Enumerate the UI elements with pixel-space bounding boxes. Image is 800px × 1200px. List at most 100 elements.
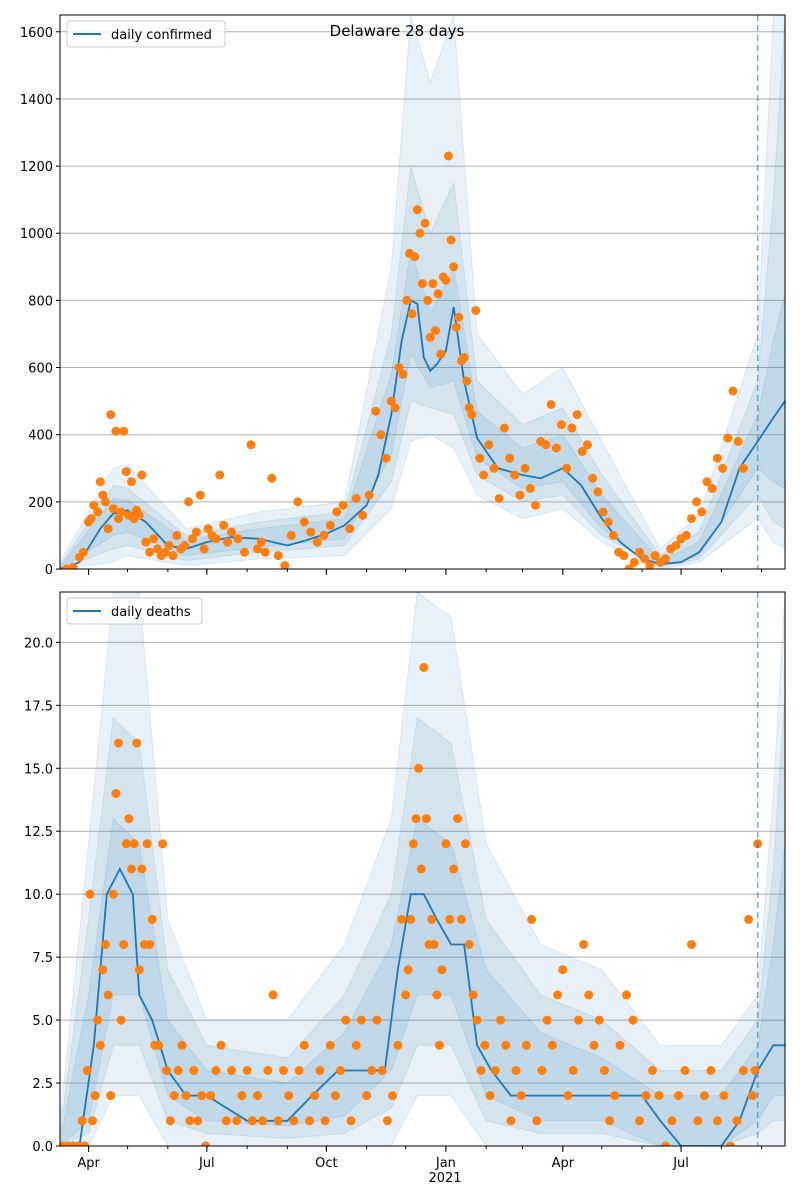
- confirmed-data-point: [141, 537, 151, 547]
- confirmed-y-tick-label: 0: [45, 563, 53, 578]
- confirmed-data-point: [464, 403, 474, 413]
- deaths-data-point: [687, 940, 696, 949]
- confirmed-data-point: [351, 494, 361, 503]
- deaths-y-tick-label: 7.5: [32, 951, 53, 966]
- deaths-data-point: [82, 1066, 92, 1075]
- confirmed-data-point: [415, 228, 425, 238]
- deaths-data-point: [232, 1116, 242, 1126]
- deaths-x-tick-label: Jan: [435, 1156, 456, 1171]
- deaths-data-point: [253, 1091, 262, 1101]
- confirmed-data-point: [325, 520, 335, 530]
- confirmed-data-point: [697, 507, 707, 517]
- confirmed-data-point: [103, 524, 113, 534]
- confirmed-data-point: [345, 524, 355, 534]
- deaths-y-tick-label: 15.0: [24, 762, 53, 777]
- confirmed-data-point: [499, 423, 509, 433]
- confirmed-band-outer: [60, 15, 785, 569]
- confirmed-data-point: [358, 510, 368, 520]
- deaths-data-point: [77, 1116, 87, 1126]
- confirmed-data-point: [444, 151, 453, 161]
- deaths-data-point: [573, 1015, 583, 1025]
- deaths-data-point: [532, 1116, 542, 1126]
- confirmed-data-point: [650, 551, 660, 561]
- deaths-x-tick-label: Jul: [672, 1156, 689, 1171]
- confirmed-data-point: [95, 477, 105, 487]
- deaths-x-tick-label: Jul: [198, 1156, 215, 1171]
- deaths-data-point: [453, 814, 463, 824]
- deaths-data-point: [101, 940, 110, 949]
- confirmed-data-point: [441, 275, 451, 285]
- deaths-data-point: [622, 990, 631, 1000]
- confirmed-data-point: [280, 561, 290, 569]
- deaths-data-point: [242, 1066, 252, 1075]
- deaths-data-point: [90, 1091, 100, 1101]
- deaths-data-point: [401, 990, 411, 1000]
- confirmed-y-tick-label: 1400: [20, 93, 53, 108]
- confirmed-data-point: [531, 500, 540, 510]
- confirmed-data-point: [407, 309, 417, 319]
- deaths-data-point: [496, 1015, 505, 1025]
- confirmed-data-point: [127, 477, 136, 487]
- confirmed-data-point: [449, 262, 459, 272]
- deaths-data-point: [154, 1040, 164, 1050]
- deaths-data-point: [521, 1040, 531, 1050]
- confirmed-data-point: [286, 530, 296, 540]
- confirmed-data-point: [164, 541, 174, 550]
- deaths-data-point: [648, 1066, 657, 1075]
- deaths-data-point: [284, 1091, 294, 1101]
- confirmed-data-point: [223, 537, 233, 547]
- confirmed-data-point: [215, 470, 225, 480]
- confirmed-data-point: [718, 463, 728, 473]
- confirmed-data-point: [629, 557, 639, 567]
- deaths-data-point: [197, 1091, 207, 1101]
- deaths-data-point: [537, 1066, 547, 1075]
- confirmed-data-point: [233, 534, 243, 544]
- confirmed-points: [62, 151, 748, 569]
- deaths-data-point: [181, 1091, 191, 1101]
- deaths-data-point: [80, 1141, 90, 1146]
- confirmed-data-point: [577, 447, 587, 456]
- deaths-data-point: [341, 1015, 351, 1025]
- confirmed-data-point: [376, 430, 386, 440]
- deaths-data-point: [108, 889, 118, 899]
- deaths-data-point: [237, 1091, 247, 1101]
- confirmed-data-point: [293, 497, 303, 507]
- deaths-data-point: [388, 1091, 398, 1101]
- deaths-data-point: [95, 1040, 105, 1050]
- confirmed-data-point: [619, 551, 629, 561]
- confirmed-y-tick-label: 200: [28, 496, 53, 511]
- deaths-y-ticks: 0.0 2.5 5.0 7.5 10.0 12.5 15.0 17.5 20.0: [24, 636, 60, 1155]
- confirmed-data-point: [191, 527, 201, 537]
- confirmed-data-point: [106, 410, 116, 420]
- deaths-data-point: [408, 839, 418, 849]
- deaths-data-point: [185, 1116, 195, 1126]
- confirmed-data-point: [723, 433, 733, 443]
- confirmed-data-point: [609, 530, 618, 540]
- deaths-x-ticks: Apr Jul Oct Jan Apr Jul: [77, 1146, 763, 1171]
- confirmed-data-point: [381, 453, 391, 463]
- confirmed-data-point: [454, 312, 464, 322]
- deaths-data-point: [193, 1116, 203, 1126]
- deaths-data-point: [221, 1116, 231, 1126]
- confirmed-y-tick-label: 800: [28, 294, 53, 309]
- deaths-x-tick-label: Apr: [77, 1156, 100, 1171]
- confirmed-data-point: [712, 453, 722, 463]
- deaths-data-point: [273, 1116, 283, 1126]
- deaths-data-point: [85, 889, 95, 899]
- confirmed-data-point: [93, 507, 103, 517]
- deaths-data-point: [351, 1040, 361, 1050]
- confirmed-y-ticks: 0 200 400 600 800 1000 1200 1400 1600: [20, 26, 60, 578]
- deaths-series-line: [60, 867, 785, 1146]
- confirmed-data-point: [273, 551, 283, 561]
- deaths-data-point: [206, 1091, 216, 1101]
- confirmed-data-point: [692, 497, 702, 507]
- deaths-data-point: [305, 1116, 314, 1126]
- confirmed-data-point: [101, 497, 110, 507]
- confirmed-data-point: [702, 477, 712, 487]
- confirmed-data-point: [505, 453, 515, 463]
- confirmed-data-point: [567, 423, 577, 433]
- confirmed-band-middle: [60, 15, 785, 569]
- deaths-data-point: [419, 663, 429, 672]
- deaths-line-group: [60, 867, 785, 1146]
